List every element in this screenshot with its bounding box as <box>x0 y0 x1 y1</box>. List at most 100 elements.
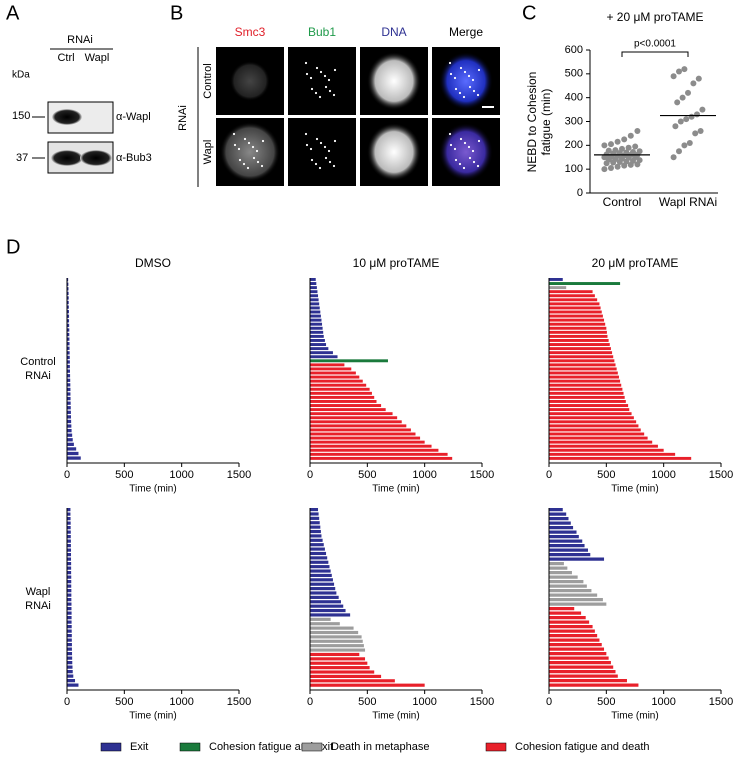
kinetochore-dot <box>468 156 472 160</box>
bar <box>310 591 337 595</box>
bar <box>549 314 603 318</box>
x-axis-label: Time (min) <box>372 484 419 495</box>
bar <box>310 626 354 630</box>
bar <box>310 326 323 330</box>
bar <box>310 424 407 428</box>
kinetochore-dot <box>463 141 467 145</box>
bar <box>310 306 320 310</box>
data-point <box>670 154 677 161</box>
bar <box>67 647 72 651</box>
image-grid: Smc3 Bub1 DNA Merge Control Wapl <box>202 25 500 186</box>
bar <box>310 613 351 617</box>
chart-title: + 20 μM proTAME <box>606 10 703 24</box>
bar <box>310 286 317 290</box>
x-tick-label: 1500 <box>709 696 733 708</box>
bar <box>67 401 71 405</box>
bar <box>67 442 74 446</box>
bar <box>549 557 605 561</box>
bar <box>549 548 588 552</box>
bar <box>310 330 324 334</box>
bar <box>310 420 402 424</box>
kinetochore-dot <box>323 74 327 78</box>
data-point <box>623 149 630 156</box>
bar <box>310 508 319 512</box>
x-tick-label: Wapl RNAi <box>659 195 717 209</box>
bar <box>549 544 585 548</box>
y-tick-label: 100 <box>565 163 583 175</box>
bar <box>67 332 70 337</box>
kinetochore-dot <box>459 66 463 70</box>
bar <box>67 351 70 355</box>
kinetochore-dot <box>304 132 308 136</box>
kinetochore-dot <box>323 145 327 149</box>
bar <box>67 287 69 291</box>
bar <box>549 508 563 512</box>
bar <box>67 665 73 669</box>
cell-signal <box>367 52 421 110</box>
bar <box>310 622 340 626</box>
kinetochore-dot <box>472 89 476 93</box>
bar <box>549 661 611 665</box>
kinetochore-dot <box>324 156 328 160</box>
bar <box>67 589 72 593</box>
cell-signal <box>439 52 493 110</box>
bar <box>549 539 583 543</box>
bar <box>310 355 338 359</box>
data-point <box>608 164 614 171</box>
bar <box>67 396 71 401</box>
bar <box>67 512 71 516</box>
bar <box>310 322 323 326</box>
bar <box>310 679 395 683</box>
bar <box>549 294 595 298</box>
y-tick-label: 500 <box>565 68 583 80</box>
bar <box>549 530 577 534</box>
data-point <box>608 141 614 148</box>
bar <box>549 647 605 651</box>
image-group-label: RNAi <box>177 105 189 131</box>
bar <box>549 412 632 416</box>
panel-label: C <box>522 2 536 24</box>
bar <box>549 517 569 521</box>
image-column-label: Bub1 <box>308 25 336 39</box>
bar <box>310 351 333 355</box>
bar <box>67 419 72 424</box>
bar <box>549 620 590 624</box>
kinetochore-dot <box>453 147 457 151</box>
kinetochore-dot <box>251 145 255 149</box>
data-point <box>685 89 691 96</box>
bar <box>549 420 637 424</box>
bar <box>310 343 327 346</box>
bar <box>67 652 73 656</box>
marker-label: 37 <box>16 152 28 164</box>
bar <box>549 351 613 355</box>
bar <box>549 359 615 363</box>
bar <box>310 573 332 578</box>
data-point <box>636 148 643 155</box>
kinetochore-dot <box>476 93 480 97</box>
bar <box>67 530 71 534</box>
bar <box>310 318 322 322</box>
blot-band <box>52 109 82 125</box>
x-tick-label: 1000 <box>412 469 436 481</box>
bar <box>310 416 398 420</box>
bar <box>67 526 71 530</box>
bar <box>549 440 653 444</box>
bar <box>67 616 72 620</box>
y-tick-label: 400 <box>565 92 583 104</box>
bar <box>67 670 73 674</box>
significance-bracket <box>621 51 689 57</box>
bar <box>549 408 630 412</box>
bar <box>67 566 72 570</box>
bar <box>310 391 372 395</box>
data-point <box>630 149 636 156</box>
x-tick-label: 1000 <box>169 469 193 481</box>
bar <box>310 582 335 586</box>
bar <box>67 456 81 460</box>
lane-label: Ctrl <box>57 52 74 64</box>
kinetochore-dot <box>261 139 265 143</box>
bar <box>67 508 71 512</box>
y-tick-label: 300 <box>565 115 583 127</box>
kinetochore-dot <box>449 143 453 147</box>
row-label: Wapl <box>26 586 51 598</box>
